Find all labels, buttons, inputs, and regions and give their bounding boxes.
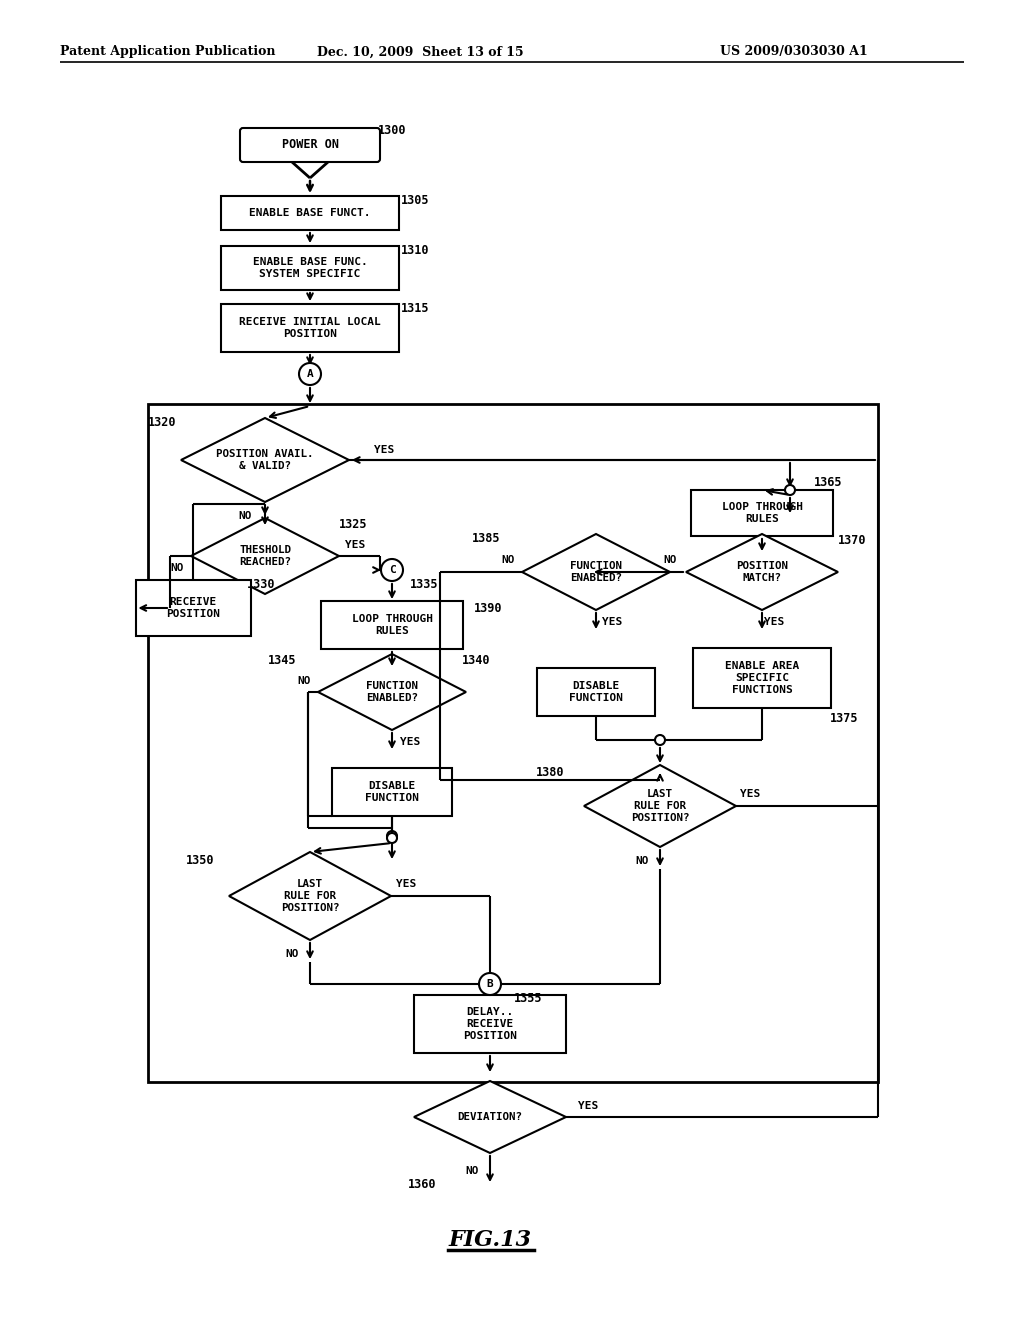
Text: 1390: 1390 [474, 602, 502, 615]
Circle shape [785, 484, 795, 495]
Text: B: B [486, 979, 494, 989]
Text: 1365: 1365 [814, 475, 843, 488]
Text: Dec. 10, 2009  Sheet 13 of 15: Dec. 10, 2009 Sheet 13 of 15 [316, 45, 523, 58]
Polygon shape [318, 653, 466, 730]
Text: NO: NO [297, 676, 310, 686]
Text: 1325: 1325 [339, 517, 368, 531]
Text: 1315: 1315 [400, 301, 429, 314]
Text: YES: YES [602, 616, 623, 627]
Text: 1335: 1335 [410, 578, 438, 590]
Text: NO: NO [664, 554, 677, 565]
Text: NO: NO [635, 855, 649, 866]
Polygon shape [181, 418, 349, 502]
Bar [693, 648, 831, 708]
Text: 1345: 1345 [267, 653, 296, 667]
Text: 1320: 1320 [147, 416, 176, 429]
Text: LAST
RULE FOR
POSITION?: LAST RULE FOR POSITION? [281, 879, 339, 913]
Bar [148, 404, 878, 1082]
Text: 1385: 1385 [472, 532, 501, 544]
Text: NO: NO [170, 564, 183, 573]
Text: DELAY..
RECEIVE
POSITION: DELAY.. RECEIVE POSITION [463, 1007, 517, 1041]
Polygon shape [191, 517, 339, 594]
Text: 1355: 1355 [514, 991, 543, 1005]
Text: POSITION
MATCH?: POSITION MATCH? [736, 561, 788, 583]
Text: C: C [389, 565, 395, 576]
Text: LAST
RULE FOR
POSITION?: LAST RULE FOR POSITION? [631, 788, 689, 824]
Text: FUNCTION
ENABLED?: FUNCTION ENABLED? [366, 681, 418, 704]
Bar [537, 668, 655, 715]
Polygon shape [584, 766, 736, 847]
Text: 1300: 1300 [378, 124, 407, 136]
Bar [221, 195, 399, 230]
Bar [221, 304, 399, 352]
Text: NO: NO [465, 1166, 479, 1176]
Text: YES: YES [740, 789, 760, 799]
Bar [414, 995, 566, 1053]
Text: DISABLE
FUNCTION: DISABLE FUNCTION [365, 781, 419, 803]
Text: YES: YES [345, 540, 366, 550]
Text: LOOP THROUGH
RULES: LOOP THROUGH RULES [351, 614, 432, 636]
Text: ENABLE BASE FUNCT.: ENABLE BASE FUNCT. [249, 209, 371, 218]
Circle shape [387, 832, 397, 841]
Text: NO: NO [502, 554, 515, 565]
Text: ENABLE BASE FUNC.
SYSTEM SPECIFIC: ENABLE BASE FUNC. SYSTEM SPECIFIC [253, 257, 368, 280]
Text: YES: YES [396, 879, 416, 888]
FancyBboxPatch shape [240, 128, 380, 162]
Text: RECEIVE INITIAL LOCAL
POSITION: RECEIVE INITIAL LOCAL POSITION [240, 317, 381, 339]
Bar [332, 768, 452, 816]
Circle shape [479, 973, 501, 995]
Text: US 2009/0303030 A1: US 2009/0303030 A1 [720, 45, 867, 58]
Bar [135, 579, 251, 636]
Circle shape [299, 363, 321, 385]
Polygon shape [414, 1081, 566, 1152]
Text: POWER ON: POWER ON [282, 139, 339, 152]
Text: YES: YES [374, 445, 394, 455]
Text: POSITION AVAIL.
& VALID?: POSITION AVAIL. & VALID? [216, 449, 313, 471]
Text: YES: YES [764, 616, 784, 627]
Bar [221, 246, 399, 290]
Text: LOOP THROUGH
RULES: LOOP THROUGH RULES [722, 502, 803, 524]
Text: RECEIVE
POSITION: RECEIVE POSITION [166, 597, 220, 619]
Bar [321, 601, 463, 649]
Text: 1370: 1370 [838, 533, 866, 546]
Text: 1350: 1350 [185, 854, 214, 866]
Bar [691, 490, 833, 536]
Text: NO: NO [286, 949, 299, 960]
Text: 1330: 1330 [247, 578, 275, 590]
Text: DEVIATION?: DEVIATION? [458, 1111, 522, 1122]
Polygon shape [229, 851, 391, 940]
Text: 1305: 1305 [400, 194, 429, 206]
Circle shape [381, 558, 403, 581]
Text: NO: NO [239, 511, 252, 521]
Polygon shape [686, 535, 838, 610]
Text: 1375: 1375 [829, 711, 858, 725]
Polygon shape [522, 535, 670, 610]
Text: A: A [306, 370, 313, 379]
Text: ENABLE AREA
SPECIFIC
FUNCTIONS: ENABLE AREA SPECIFIC FUNCTIONS [725, 660, 799, 696]
Text: 1310: 1310 [400, 243, 429, 256]
Text: THESHOLD
REACHED?: THESHOLD REACHED? [239, 545, 291, 568]
Text: 1380: 1380 [536, 766, 564, 779]
Text: YES: YES [400, 737, 420, 747]
Text: 1340: 1340 [462, 653, 490, 667]
Circle shape [387, 833, 397, 843]
Text: YES: YES [578, 1101, 598, 1111]
Circle shape [655, 735, 665, 744]
Text: Patent Application Publication: Patent Application Publication [60, 45, 275, 58]
Text: FUNCTION
ENABLED?: FUNCTION ENABLED? [570, 561, 622, 583]
Text: DISABLE
FUNCTION: DISABLE FUNCTION [569, 681, 623, 704]
Text: 1360: 1360 [408, 1179, 436, 1192]
Text: FIG.13: FIG.13 [449, 1229, 531, 1251]
